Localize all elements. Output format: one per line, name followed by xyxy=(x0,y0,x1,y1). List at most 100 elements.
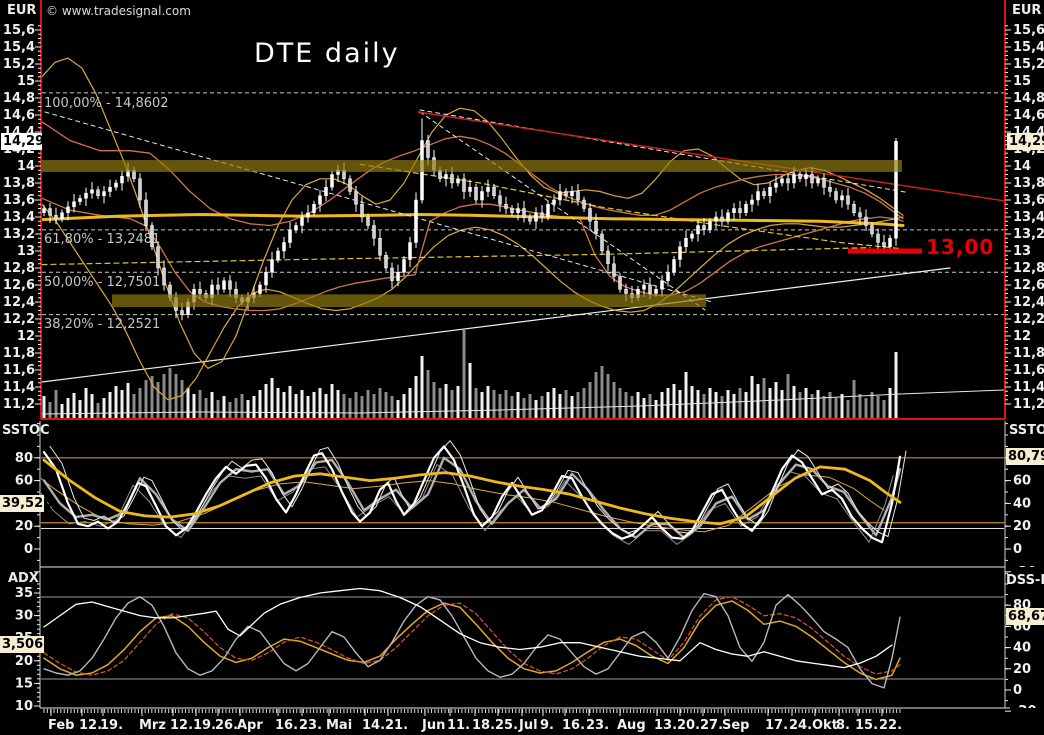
date-label: 16. xyxy=(275,718,298,733)
volume-bar xyxy=(528,394,532,418)
candle xyxy=(474,187,478,201)
volume-bar xyxy=(576,392,580,418)
date-label: 26. xyxy=(215,718,238,733)
candle xyxy=(66,206,70,214)
volume-bar xyxy=(78,400,82,418)
price-tick-label-right: 14 xyxy=(1013,159,1031,174)
candle xyxy=(54,215,58,219)
volume-bar xyxy=(126,383,130,418)
price-tick-label-right: 15 xyxy=(1013,74,1031,89)
price-tick-label-left: 15 xyxy=(17,74,35,89)
sstoc-white-thin xyxy=(49,440,907,537)
volume-bar xyxy=(66,398,70,418)
candle xyxy=(606,250,610,264)
price-tick-label-right: 11,4 xyxy=(1013,380,1044,395)
date-label: 11. xyxy=(447,718,470,733)
volume-bar xyxy=(258,390,262,418)
volume-bar xyxy=(738,388,742,418)
candle xyxy=(534,212,538,222)
volume-bar xyxy=(144,380,148,418)
volume-bar xyxy=(792,386,796,418)
volume-bar xyxy=(294,394,298,418)
volume-bar xyxy=(894,352,898,418)
sstoc-tick-label-left: 0 xyxy=(24,542,33,557)
sstoc-panel xyxy=(41,440,1004,545)
volume-bar xyxy=(636,392,640,418)
volume-bar xyxy=(174,374,178,418)
downtrend-dashed-c xyxy=(419,109,906,193)
volume-bar xyxy=(780,390,784,418)
price-tick-label-left: 11,2 xyxy=(3,397,35,412)
volume-bar xyxy=(96,403,100,418)
candle xyxy=(78,198,82,202)
date-label: Aug xyxy=(617,718,646,733)
candle xyxy=(102,191,106,196)
volume-bar xyxy=(474,388,478,418)
candle xyxy=(402,259,406,273)
sstoc-white-thick xyxy=(42,445,902,544)
dashed-yellow-rising xyxy=(42,247,871,266)
volume-bar xyxy=(630,396,634,418)
dss-tick-label-right: 40 xyxy=(1013,641,1031,656)
sstoc-tick-label-right: 40 xyxy=(1013,496,1031,511)
price-tick-label-right: 15,4 xyxy=(1013,40,1044,55)
volume-bar xyxy=(114,386,118,418)
dss-tick-label-right: 20 xyxy=(1013,662,1031,677)
volume-bar xyxy=(270,378,274,418)
candle xyxy=(264,272,268,286)
volume-bar xyxy=(468,363,472,418)
candle xyxy=(690,233,694,239)
main-panel xyxy=(42,57,1004,418)
fib-label-382: 38,20% - 12,2521 xyxy=(44,317,161,332)
candle xyxy=(780,178,784,184)
volume-bar xyxy=(282,392,286,418)
downtrend-red xyxy=(417,111,1004,202)
date-label: 16. xyxy=(562,718,585,733)
volume-bar xyxy=(90,394,94,418)
volume-bar xyxy=(588,382,592,418)
candle xyxy=(408,242,412,260)
sstoc-value-box-left: 39,525 xyxy=(0,495,53,512)
panel-label-sstoc-left: SSTOC xyxy=(2,423,50,438)
volume-bar xyxy=(354,392,358,418)
candle xyxy=(456,178,460,184)
date-label: Mai xyxy=(326,718,352,733)
price-tick-label-left: 12,8 xyxy=(3,261,35,276)
price-tick-label-right: 13,2 xyxy=(1013,227,1044,242)
candle xyxy=(60,212,64,219)
candle xyxy=(72,201,76,208)
volume-bar xyxy=(444,384,448,418)
candle xyxy=(282,242,286,252)
date-label: Sep xyxy=(722,718,750,733)
ma-thick-yellow xyxy=(42,213,905,227)
adx-panel xyxy=(41,587,1004,689)
candle xyxy=(378,238,382,256)
volume-bar xyxy=(624,392,628,418)
volume-bar xyxy=(414,376,418,418)
price-tick-label-right: 13,4 xyxy=(1013,210,1044,225)
currency-label-right: EUR xyxy=(1012,3,1042,18)
candle xyxy=(510,208,514,213)
volume-bar xyxy=(378,388,382,418)
volume-bar xyxy=(390,396,394,418)
candle xyxy=(840,195,844,201)
volume-bar xyxy=(450,390,454,418)
support-price-label: 13,00 xyxy=(926,235,995,259)
date-label: 9. xyxy=(540,718,554,733)
volume-bar xyxy=(714,392,718,418)
candle xyxy=(114,182,118,188)
candle xyxy=(48,208,52,216)
price-tick-label-left: 13,2 xyxy=(3,227,35,242)
price-tick-label-left: 12,2 xyxy=(3,312,35,327)
price-tick-label-left: 12,4 xyxy=(3,295,35,310)
candle xyxy=(138,178,142,201)
candle xyxy=(546,204,550,218)
candle xyxy=(144,199,148,226)
volume-bar xyxy=(810,394,814,418)
date-label: 25. xyxy=(495,718,518,733)
candle xyxy=(750,199,754,205)
volume-bar xyxy=(72,393,76,418)
candle xyxy=(810,174,814,184)
candle xyxy=(858,212,862,218)
